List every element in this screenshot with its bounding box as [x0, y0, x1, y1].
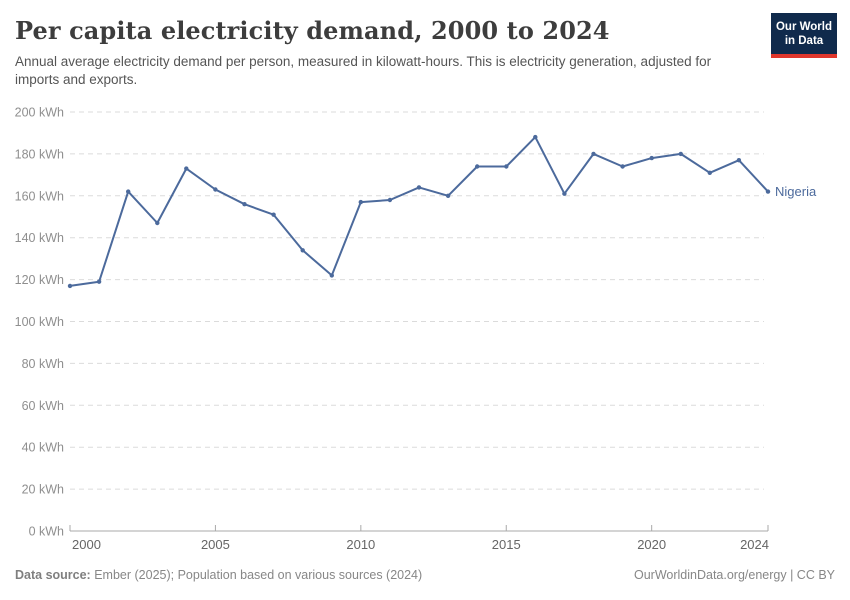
data-point — [736, 158, 742, 163]
x-axis-tick-label: 2005 — [201, 537, 230, 552]
data-point — [155, 220, 160, 226]
x-axis-tick-label: 2000 — [72, 537, 101, 552]
data-point — [67, 283, 73, 289]
page-title: Per capita electricity demand, 2000 to 2… — [15, 16, 610, 45]
data-point — [96, 279, 102, 284]
data-point — [562, 191, 567, 196]
data-point — [387, 197, 393, 203]
data-point — [416, 185, 422, 190]
data-point — [300, 248, 305, 253]
y-axis-tick-label: 200 kWh — [15, 106, 64, 120]
data-point — [620, 164, 625, 169]
series-line-nigeria — [69, 136, 769, 287]
data-source-label: Data source: — [15, 568, 91, 582]
x-axis-tick-label: 2020 — [637, 537, 666, 552]
data-point — [649, 155, 654, 161]
data-point — [475, 164, 480, 169]
y-axis-tick-label: 160 kWh — [15, 189, 64, 203]
data-point — [678, 151, 683, 157]
owid-logo-stripe — [771, 54, 837, 58]
y-axis-tick-label: 60 kWh — [22, 399, 64, 413]
y-axis-tick-label: 120 kWh — [15, 273, 64, 287]
data-point — [126, 189, 131, 194]
y-axis-tick-label: 100 kWh — [15, 315, 64, 329]
data-point — [358, 199, 363, 205]
data-source-note: Data source: Ember (2025); Population ba… — [15, 568, 422, 582]
data-point — [329, 273, 334, 278]
data-point — [242, 202, 247, 207]
y-axis-tick-label: 40 kWh — [22, 441, 64, 455]
owid-logo-line1: Our World — [775, 21, 832, 33]
data-point — [765, 189, 771, 194]
x-axis-tick-label: 2024 — [740, 537, 769, 552]
data-source-text: Ember (2025); Population based on variou… — [90, 568, 423, 582]
owid-credit-link[interactable]: OurWorldinData.org/energy | CC BY — [633, 568, 835, 582]
owid-logo[interactable]: Our World in Data — [771, 13, 837, 58]
data-point — [445, 193, 451, 198]
y-axis-tick-label: 20 kWh — [22, 483, 64, 497]
chart-subtitle: Annual average electricity demand per pe… — [15, 54, 712, 87]
y-axis-tick-label: 180 kWh — [15, 147, 64, 161]
data-point — [184, 166, 189, 171]
series-label-nigeria: Nigeria — [775, 184, 817, 199]
x-axis-tick-label: 2015 — [492, 537, 521, 552]
data-point — [707, 170, 712, 175]
chart-footer: Data source: Ember (2025); Population ba… — [15, 568, 835, 582]
data-point — [213, 187, 218, 192]
y-axis-tick-label: 80 kWh — [22, 357, 64, 371]
data-point — [591, 151, 596, 157]
x-axis-tick-label: 2010 — [346, 537, 375, 552]
y-axis-tick-label: 0 kWh — [29, 525, 64, 539]
data-point — [271, 212, 276, 217]
data-point — [504, 164, 509, 169]
owid-logo-line2: in Data — [784, 35, 824, 47]
data-point — [533, 134, 538, 140]
y-axis-tick-label: 140 kWh — [15, 231, 64, 245]
